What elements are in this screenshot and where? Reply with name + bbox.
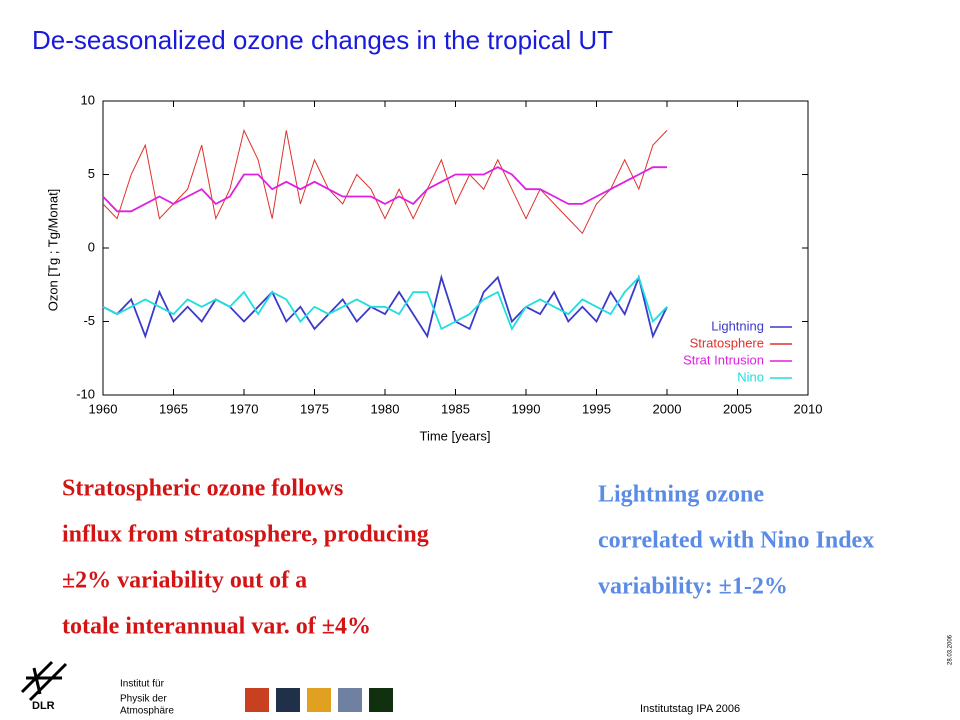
x-tick-label: 1965 [159, 401, 188, 416]
series-line [102, 128, 668, 235]
icons [245, 688, 393, 712]
right-text: correlated with Nino Index [598, 528, 874, 554]
right-text: variability: ±1-2% [598, 574, 788, 600]
legend-label: Nino [737, 369, 764, 384]
x-tick-label: 2005 [723, 401, 752, 416]
x-axis-label: Time [years] [419, 428, 490, 443]
y-tick-label: -5 [83, 313, 95, 328]
x-tick-label: 1975 [300, 401, 329, 416]
dlr-logo [20, 660, 68, 702]
series-line [102, 275, 668, 331]
left-text: Stratospheric ozone follows [62, 476, 343, 502]
institute: Atmosphäre [120, 706, 174, 717]
y-axis-label: Ozon [Tg ; Tg/Monat] [45, 189, 60, 312]
logo-text: DLR [32, 700, 55, 712]
left-text: influx from stratosphere, producing [62, 522, 429, 548]
x-tick-label: 2010 [794, 401, 823, 416]
institute: Institut für [120, 679, 165, 690]
y-tick-label: 0 [88, 239, 95, 254]
left-text: totale interannual var. of ±4% [62, 614, 371, 640]
x-tick-label: 1990 [512, 401, 541, 416]
series-line [102, 166, 667, 213]
x-tick-label: 1985 [441, 401, 470, 416]
x-tick-label: 2000 [653, 401, 682, 416]
legend-label: Strat Intrusion [683, 352, 764, 367]
x-tick-label: 1995 [582, 401, 611, 416]
legend-label: Lightning [711, 318, 764, 333]
series-line [102, 274, 668, 339]
y-tick-label: -10 [76, 386, 95, 401]
x-tick-label: 1970 [230, 401, 259, 416]
left-text: ±2% variability out of a [62, 568, 307, 594]
x-tick-label: 1960 [89, 401, 118, 416]
right-text: Lightning ozone [598, 482, 764, 508]
x-tick-label: 1980 [371, 401, 400, 416]
institute: Physik der [120, 694, 167, 705]
event: Institutstag IPA 2006 [640, 703, 740, 715]
legend-label: Stratosphere [690, 335, 764, 350]
date: 28.03.2006 [948, 634, 954, 665]
y-tick-label: 10 [81, 92, 95, 107]
slide-title: De-seasonalized ozone changes in the tro… [32, 25, 613, 55]
plot-frame [102, 100, 809, 396]
y-tick-label: 5 [88, 166, 95, 181]
